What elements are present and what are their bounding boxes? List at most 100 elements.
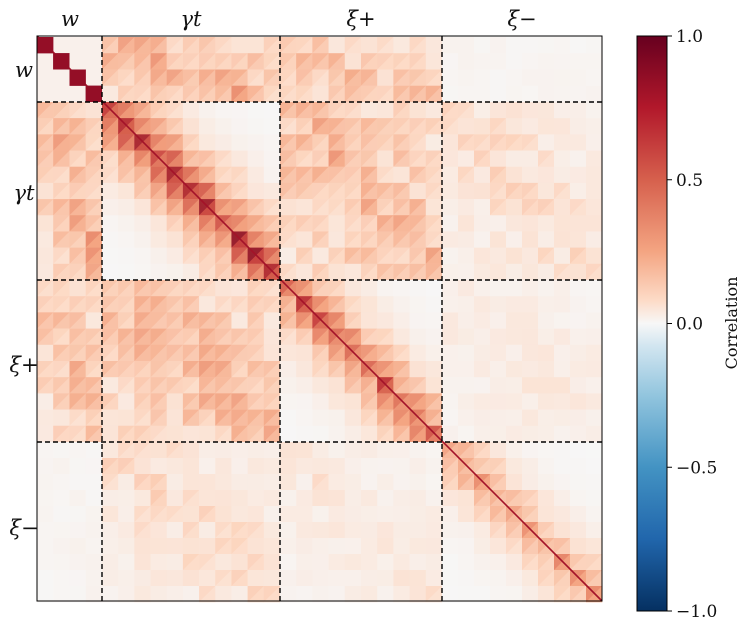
matrix-cell <box>296 538 313 555</box>
matrix-cell-shade <box>312 215 329 232</box>
matrix-cell <box>361 280 378 297</box>
matrix-cell <box>37 263 54 281</box>
matrix-cell <box>199 425 216 443</box>
matrix-cell-shade <box>166 37 183 54</box>
matrix-cell <box>506 263 523 281</box>
matrix-cell-shade <box>263 280 280 297</box>
matrix-cell-shade <box>118 280 135 297</box>
matrix-cell <box>554 522 571 539</box>
matrix-cell <box>280 199 297 216</box>
matrix-cell-shade <box>458 134 474 151</box>
matrix-cell <box>474 409 491 427</box>
matrix-cell <box>231 312 248 329</box>
matrix-cell-shade <box>37 102 54 119</box>
matrix-cell <box>296 409 313 427</box>
matrix-cell-shade <box>69 134 86 151</box>
matrix-cell-shade <box>166 312 183 329</box>
block-separators <box>37 36 602 601</box>
matrix-cell <box>393 522 410 539</box>
matrix-cell-shade <box>263 393 280 410</box>
matrix-cell <box>231 150 248 168</box>
matrix-cell <box>522 102 539 119</box>
matrix-cell-shade <box>328 344 345 361</box>
matrix-cell <box>506 458 523 475</box>
top-label-xi-minus: ξ− <box>507 7 536 31</box>
matrix-cell <box>474 344 491 362</box>
matrix-cell-shade <box>199 215 216 232</box>
matrix-cell <box>458 199 475 216</box>
matrix-cell-shade <box>134 118 151 135</box>
matrix-cell <box>53 409 70 427</box>
matrix-cell <box>312 85 329 103</box>
matrix-cell <box>85 538 103 555</box>
matrix-cell <box>506 344 523 362</box>
matrix-cell-shade <box>280 312 297 329</box>
matrix-cell-shade <box>312 53 329 70</box>
correlation-matrix <box>36 35 603 603</box>
matrix-cell <box>490 296 507 313</box>
matrix-cell <box>150 554 168 571</box>
matrix-cell <box>458 425 475 443</box>
matrix-cell <box>554 328 571 346</box>
matrix-cell <box>490 425 507 443</box>
matrix-cell <box>409 280 427 297</box>
matrix-cell <box>522 296 539 313</box>
matrix-cell <box>490 538 507 555</box>
matrix-cell-shade <box>182 328 200 345</box>
matrix-cell-shade <box>134 409 151 426</box>
matrix-cell-shade <box>102 150 119 167</box>
matrix-cell <box>586 166 603 184</box>
matrix-cell <box>554 134 571 151</box>
matrix-cell-shade <box>490 522 506 538</box>
matrix-cell-shade <box>85 377 102 394</box>
matrix-cell <box>409 474 427 491</box>
matrix-cell <box>442 522 459 539</box>
matrix-cell-shade <box>53 215 70 232</box>
matrix-cell-shade <box>231 199 248 216</box>
matrix-cell <box>538 586 555 603</box>
matrix-cell <box>247 506 265 523</box>
matrix-cell <box>118 474 135 491</box>
matrix-cell-shade <box>166 361 183 378</box>
matrix-cell <box>247 150 265 168</box>
matrix-cell <box>474 231 491 248</box>
matrix-cell <box>118 554 135 571</box>
matrix-cell-shade <box>328 361 345 378</box>
matrix-cell <box>85 570 103 587</box>
matrix-cell-shade <box>425 393 442 410</box>
matrix-cell <box>554 312 571 329</box>
matrix-cell <box>586 377 603 394</box>
matrix-cell <box>570 102 587 119</box>
matrix-cell-shade <box>150 490 167 506</box>
matrix-cell <box>538 328 555 346</box>
matrix-cell-shade <box>85 231 102 248</box>
matrix-cell <box>442 361 459 378</box>
matrix-cell-shade <box>409 199 426 216</box>
matrix-cell-shade <box>231 85 248 102</box>
matrix-cell <box>199 522 216 539</box>
matrix-cell <box>280 538 297 555</box>
matrix-cell-shade <box>409 85 426 102</box>
matrix-cell <box>377 458 394 475</box>
matrix-cell-shade <box>328 247 345 264</box>
matrix-cell <box>506 554 523 571</box>
matrix-cell <box>134 586 151 603</box>
matrix-cell-shade <box>361 247 378 264</box>
matrix-cell-shade <box>199 506 216 522</box>
matrix-cell <box>442 328 459 346</box>
matrix-cell-shade <box>522 554 538 570</box>
matrix-cell <box>442 37 459 54</box>
matrix-cell <box>442 538 459 555</box>
matrix-cell <box>570 280 587 297</box>
matrix-cell-shade <box>393 361 410 378</box>
matrix-cell <box>166 425 184 443</box>
matrix-cell-shade <box>150 425 167 442</box>
matrix-cell-shade <box>215 53 232 70</box>
matrix-cell <box>586 344 603 362</box>
matrix-cell <box>344 53 362 70</box>
matrix-cell <box>361 554 378 571</box>
matrix-cell-shade <box>344 247 361 264</box>
matrix-cell <box>538 361 555 378</box>
matrix-cell <box>328 490 346 507</box>
